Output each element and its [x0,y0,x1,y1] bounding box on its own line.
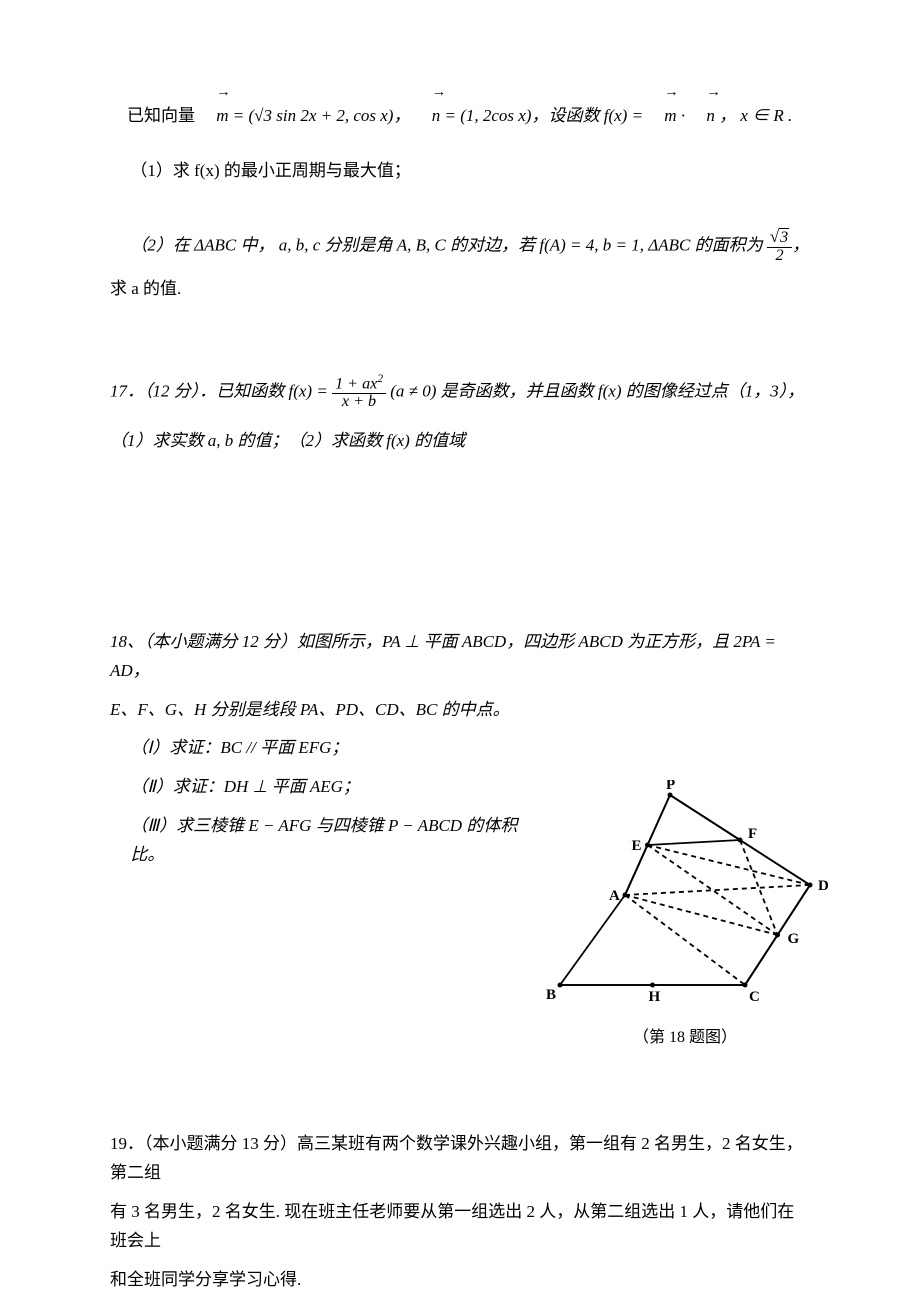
p16-part2: （2）在 ΔABC 中， a, b, c 分别是角 A, B, C 的对边，若 … [110,228,810,265]
p16-line1: 已知向量 →m = (√3 sin 2x + 2, cos x)， →n = (… [110,100,810,131]
p17-head: 17．（12 分）．已知函数 f(x) = 1 + ax2 x + b (a ≠… [110,374,810,411]
p17-sub: （1）求实数 a, b 的值；（2）求函数 f(x) 的值域 [110,427,810,456]
p18-head: 18、（本小题满分 12 分）如图所示，PA ⊥ 平面 ABCD，四边形 ABC… [110,628,810,686]
f-lhs: f(x) = [289,381,333,400]
svg-text:P: P [666,780,675,793]
text: 17．（12 分）．已知函数 [110,381,289,400]
svg-text:A: A [609,888,620,904]
p18-ii: （Ⅱ）求证：DH ⊥ 平面 AEG； [110,773,530,802]
frac-fx: 1 + ax2 x + b [332,374,386,411]
comma: ， [792,235,809,254]
m-value: = (√3 sin 2x + 2, cos x)， [229,106,411,125]
fx-lhs: f(x) = [604,106,648,125]
p19-line1: 19．（本小题满分 13 分）高三某班有两个数学课外兴趣小组，第一组有 2 名男… [110,1130,810,1188]
vector-m2: →m [647,100,676,131]
p18-line2: E、F、G、H 分别是线段 PA、PD、CD、BC 的中点。 [110,696,810,725]
dot-end: ， x ∈ R . [715,106,792,125]
svg-text:F: F [748,826,757,842]
frac-sqrt3-2: √3 2 [767,228,792,265]
n-value: = (1, 2cos x)，设函数 [440,106,604,125]
svg-text:D: D [818,878,829,894]
p16-part1: （1）求 f(x) 的最小正周期与最大值； [110,157,810,186]
figure-18: P E F A D B H C G （第 18 题图） [530,780,840,1051]
p18-i: （Ⅰ）求证：BC // 平面 EFG； [110,734,530,763]
vector-m: →m [199,100,228,131]
p19-line2: 有 3 名男生，2 名女生. 现在班主任老师要从第一组选出 2 人，从第二组选出… [110,1198,810,1256]
svg-text:H: H [649,989,661,1005]
svg-text:B: B [546,987,556,1003]
svg-text:E: E [632,838,642,854]
p18-iii: （Ⅲ）求三棱锥 E − AFG 与四棱锥 P − ABCD 的体积比。 [110,812,530,870]
p16-tail: 求 a 的值. [110,275,810,304]
p19-line3: 和全班同学分享学习心得. [110,1266,810,1294]
svg-text:G: G [788,931,800,947]
geometry-diagram: P E F A D B H C G [530,780,840,1010]
svg-text:C: C [749,989,760,1005]
vector-n2: →n [689,100,715,131]
text: 已知向量 [127,106,199,125]
text: （2）在 ΔABC 中， a, b, c 分别是角 A, B, C 的对边，若 … [130,235,762,254]
cond: (a ≠ 0) 是奇函数，并且函数 f(x) 的图像经过点（1，3）， [386,381,804,400]
figure-caption: （第 18 题图） [530,1024,840,1051]
vector-n: →n [415,100,441,131]
